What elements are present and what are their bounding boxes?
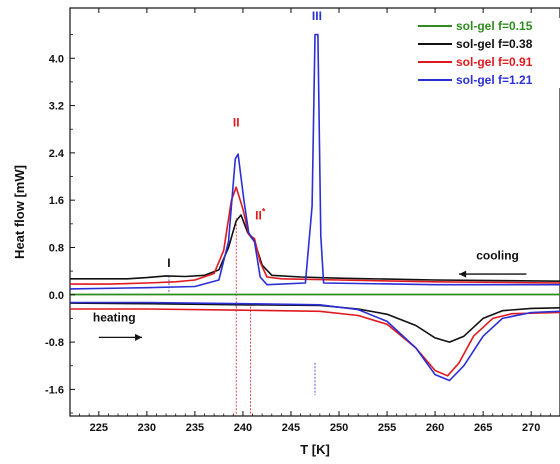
x-axis-title: T [K] [300, 442, 330, 457]
x-tick-label: 235 [186, 422, 204, 434]
x-tick-label: 250 [330, 422, 348, 434]
y-tick-label: 0.8 [49, 242, 64, 254]
series-layer [69, 33, 560, 382]
y-tick-label: 0.0 [49, 290, 64, 302]
legend-label-2: sol-gel f=0.38 [456, 37, 533, 51]
series-line-2-cooling [70, 214, 560, 282]
y-axis: -1.6 -0.8 0.0 0.8 1.6 2.4 3.2 4.0 [45, 34, 75, 414]
x-tick-label: 255 [378, 422, 396, 434]
series-line-2-heating [69, 302, 560, 343]
plot-frame [69, 7, 560, 417]
y-tick-label: 4.0 [49, 53, 64, 65]
series-line-4-cooling [69, 33, 560, 290]
x-tick-label: 270 [522, 422, 540, 434]
reference-lines [168, 217, 316, 416]
y-axis-title: Heat flow [mW] [12, 165, 27, 259]
annotation-cooling: cooling [476, 248, 519, 262]
annotation-ii: II* [255, 207, 266, 223]
legend: sol-gel f=0.15 sol-gel f=0.38 sol-gel f=0.… [412, 18, 560, 88]
y-tick-label: -0.8 [45, 337, 64, 349]
legend-label-4: sol-gel f=1.21 [456, 73, 533, 87]
annotation-ii: II [233, 115, 240, 129]
heating-arrow-head [135, 333, 143, 341]
x-tick-label: 245 [282, 422, 300, 434]
x-tick-label: 260 [426, 422, 444, 434]
x-tick-label: 240 [234, 422, 252, 434]
legend-label-3: sol-gel f=0.91 [456, 55, 533, 69]
annotation-i: I [167, 256, 170, 270]
y-tick-label: 1.6 [49, 195, 64, 207]
annotation-heating: heating [93, 310, 136, 324]
x-tick-label: 265 [474, 422, 492, 434]
series-line-3-heating [70, 308, 560, 377]
series-line-4-heating [70, 301, 560, 382]
cooling-arrow-head [459, 270, 467, 278]
legend-label-1: sol-gel f=0.15 [456, 19, 533, 33]
y-tick-label: -1.6 [45, 384, 64, 396]
x-tick-label: 230 [138, 422, 156, 434]
x-tick-label: 225 [90, 422, 108, 434]
legend-background [412, 18, 560, 88]
y-tick-label: 3.2 [49, 101, 64, 113]
x-axis: 225 230 235 240 245 250 255 260 265 270 [69, 8, 560, 434]
series-line-3-cooling [70, 186, 560, 285]
annotation-iii: III [312, 9, 322, 23]
y-tick-label: 2.4 [49, 148, 65, 160]
